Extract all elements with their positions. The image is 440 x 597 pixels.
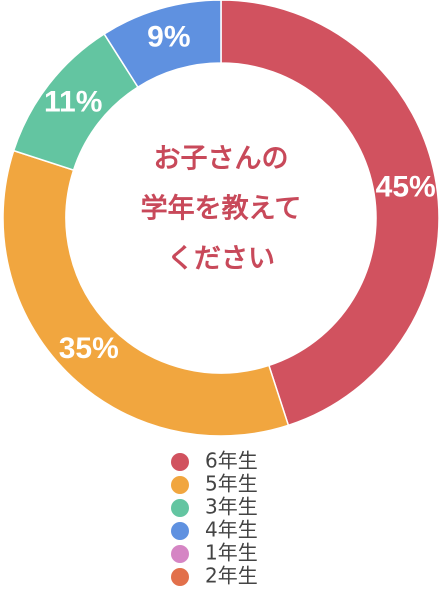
chart-title: お子さんの [154, 144, 289, 175]
value-label: 11% [44, 85, 102, 118]
value-label: 45% [376, 171, 436, 204]
legend-marker [171, 568, 189, 586]
legend-marker [171, 476, 189, 494]
donut [2, 0, 440, 437]
value-label: 9% [147, 20, 190, 53]
legend-label: 2年生 [205, 564, 258, 588]
chart-title: ください [167, 244, 275, 275]
legend-marker [171, 522, 189, 540]
legend-label: 5年生 [205, 472, 258, 496]
legend-label: 4年生 [205, 518, 258, 542]
legend-marker [171, 499, 189, 517]
legend-label: 6年生 [205, 449, 258, 473]
slice [103, 0, 222, 89]
chart-title: 学年を教えて [141, 193, 302, 225]
value-label: 35% [59, 332, 119, 365]
legend-marker [171, 453, 189, 471]
slice [2, 149, 290, 437]
legend-label: 3年生 [205, 495, 258, 519]
legend-label: 1年生 [205, 541, 258, 565]
legend-marker [171, 545, 189, 563]
slice [220, 0, 440, 427]
